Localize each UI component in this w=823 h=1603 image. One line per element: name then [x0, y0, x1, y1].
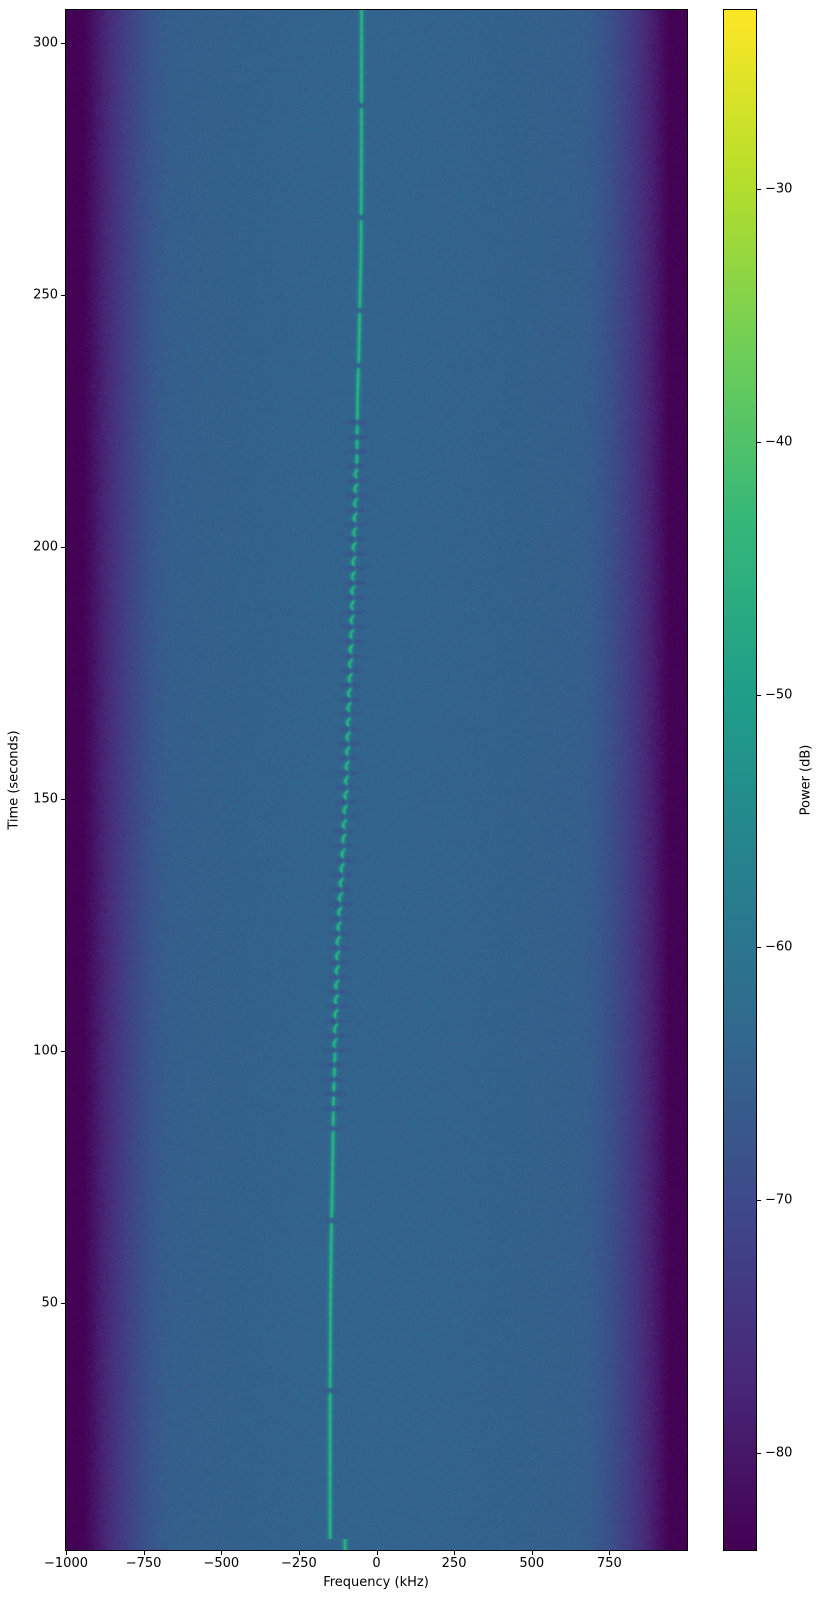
colorbar-tick-mark	[757, 442, 761, 443]
x-tick-label: 250	[442, 1557, 467, 1570]
x-tick-mark	[454, 1551, 455, 1555]
colorbar-gradient	[724, 10, 756, 1550]
y-tick-label: 100	[33, 1044, 58, 1057]
y-tick-label: 150	[33, 792, 58, 805]
spectrogram-figure: −1000 −750 −500 −250 0 250 500 750 50 100 150 200 25…	[0, 0, 823, 1603]
x-tick-label: −1000	[44, 1557, 88, 1570]
x-tick-label: 500	[519, 1557, 544, 1570]
x-tick-label: −250	[281, 1557, 317, 1570]
x-tick-mark	[66, 1551, 67, 1555]
y-tick-mark	[61, 1303, 65, 1304]
x-tick-mark	[609, 1551, 610, 1555]
y-tick-label: 50	[41, 1297, 58, 1310]
colorbar-tick-label: −80	[765, 1446, 792, 1459]
colorbar-tick-label: −30	[765, 183, 792, 196]
y-tick-label: 200	[33, 540, 58, 553]
x-tick-label: −750	[126, 1557, 162, 1570]
colorbar-tick-mark	[757, 189, 761, 190]
y-tick-mark	[61, 43, 65, 44]
colorbar-tick-mark	[757, 947, 761, 948]
colorbar-tick-mark	[757, 695, 761, 696]
x-tick-mark	[377, 1551, 378, 1555]
colorbar-tick-mark	[757, 1200, 761, 1201]
x-axis-label: Frequency (kHz)	[323, 1576, 429, 1589]
x-tick-mark	[221, 1551, 222, 1555]
colorbar-tick-mark	[757, 1453, 761, 1454]
colorbar-tick-label: −70	[765, 1194, 792, 1207]
x-tick-mark	[299, 1551, 300, 1555]
spectrogram-image	[66, 10, 687, 1550]
x-tick-label: 0	[372, 1557, 380, 1570]
y-tick-mark	[61, 799, 65, 800]
y-tick-mark	[61, 547, 65, 548]
y-axis-label: Time (seconds)	[8, 730, 21, 829]
colorbar-label: Power (dB)	[800, 745, 813, 816]
x-tick-label: −500	[203, 1557, 239, 1570]
plot-frame	[65, 9, 688, 1551]
x-tick-mark	[144, 1551, 145, 1555]
x-tick-mark	[532, 1551, 533, 1555]
colorbar-tick-label: −40	[765, 436, 792, 449]
x-tick-label: 750	[597, 1557, 622, 1570]
colorbar-tick-label: −50	[765, 688, 792, 701]
y-tick-mark	[61, 295, 65, 296]
y-tick-mark	[61, 1051, 65, 1052]
colorbar	[723, 9, 757, 1551]
y-tick-label: 250	[33, 288, 58, 301]
colorbar-tick-label: −60	[765, 941, 792, 954]
y-tick-label: 300	[33, 36, 58, 49]
